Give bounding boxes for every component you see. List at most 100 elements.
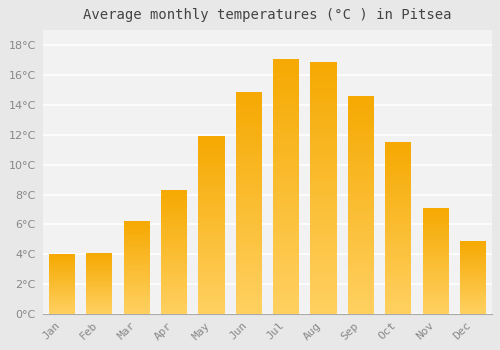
Bar <box>236 176 262 181</box>
Bar <box>161 198 187 200</box>
Bar <box>460 266 486 267</box>
Bar <box>49 289 75 290</box>
Bar <box>49 266 75 267</box>
Bar <box>49 283 75 284</box>
Bar <box>273 176 299 181</box>
Bar <box>348 205 374 209</box>
Bar <box>385 293 411 297</box>
Bar <box>348 284 374 288</box>
Bar <box>161 287 187 289</box>
Bar <box>198 282 224 286</box>
Bar <box>385 201 411 204</box>
Bar <box>460 273 486 274</box>
Bar <box>310 102 336 107</box>
Bar <box>273 59 299 64</box>
Bar <box>422 248 448 251</box>
Bar <box>124 270 150 272</box>
Bar <box>49 254 75 256</box>
Bar <box>161 242 187 245</box>
Bar <box>422 289 448 291</box>
Bar <box>86 286 113 287</box>
Bar <box>385 252 411 256</box>
Bar <box>161 252 187 254</box>
Bar <box>124 259 150 260</box>
Bar <box>124 301 150 303</box>
Bar <box>460 250 486 251</box>
Bar <box>273 309 299 314</box>
Bar <box>273 90 299 95</box>
Bar <box>161 279 187 282</box>
Bar <box>310 138 336 142</box>
Bar <box>348 301 374 305</box>
Bar <box>236 274 262 279</box>
Bar <box>422 295 448 297</box>
Bar <box>310 253 336 259</box>
Bar <box>310 142 336 148</box>
Bar <box>161 270 187 272</box>
Bar <box>273 146 299 151</box>
Bar <box>460 285 486 286</box>
Bar <box>422 231 448 233</box>
Bar <box>310 183 336 188</box>
Bar <box>236 234 262 238</box>
Bar <box>348 118 374 122</box>
Bar <box>422 301 448 303</box>
Bar <box>161 257 187 259</box>
Bar <box>86 309 113 310</box>
Bar <box>273 212 299 217</box>
Bar <box>124 266 150 268</box>
Bar <box>273 140 299 146</box>
Bar <box>86 306 113 307</box>
Bar <box>348 161 374 166</box>
Bar <box>198 275 224 279</box>
Bar <box>49 282 75 283</box>
Bar <box>460 298 486 299</box>
Bar <box>49 277 75 278</box>
Bar <box>273 156 299 161</box>
Bar <box>124 282 150 285</box>
Bar <box>161 299 187 302</box>
Bar <box>310 82 336 87</box>
Bar <box>273 253 299 258</box>
Bar <box>460 294 486 295</box>
Bar <box>422 257 448 259</box>
Bar <box>86 282 113 284</box>
Bar <box>385 300 411 304</box>
Bar <box>310 92 336 97</box>
Bar <box>273 94 299 100</box>
Bar <box>198 175 224 179</box>
Bar <box>422 229 448 231</box>
Bar <box>49 304 75 306</box>
Bar <box>86 280 113 281</box>
Bar <box>49 272 75 273</box>
Bar <box>86 287 113 288</box>
Bar <box>273 181 299 187</box>
Bar <box>422 278 448 280</box>
Bar <box>460 288 486 289</box>
Bar <box>422 208 448 210</box>
Bar <box>161 232 187 235</box>
Bar <box>273 294 299 299</box>
Bar <box>49 264 75 265</box>
Bar <box>422 240 448 242</box>
Bar <box>460 299 486 301</box>
Bar <box>273 79 299 84</box>
Bar <box>273 243 299 248</box>
Bar <box>310 289 336 294</box>
Bar <box>49 258 75 259</box>
Bar <box>422 233 448 236</box>
Bar <box>124 225 150 227</box>
Bar <box>348 96 374 100</box>
Bar <box>348 275 374 279</box>
Bar <box>161 289 187 292</box>
Bar <box>310 97 336 102</box>
Bar <box>86 254 113 255</box>
Bar <box>460 263 486 264</box>
Bar <box>236 305 262 310</box>
Bar <box>310 127 336 132</box>
Bar <box>236 216 262 221</box>
Bar <box>460 276 486 278</box>
Bar <box>348 179 374 183</box>
Bar <box>236 194 262 198</box>
Bar <box>124 275 150 277</box>
